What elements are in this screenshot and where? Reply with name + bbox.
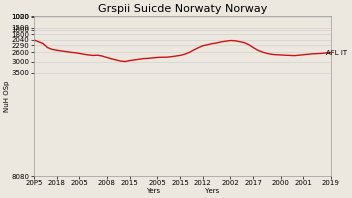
- Text: AFL IT: AFL IT: [326, 50, 347, 56]
- X-axis label: Yers                    Yers: Yers Yers: [146, 188, 219, 194]
- Title: Grspii Suicde Norwaty Norway: Grspii Suicde Norwaty Norway: [98, 4, 267, 14]
- Y-axis label: NuH OSp: NuH OSp: [4, 81, 10, 112]
